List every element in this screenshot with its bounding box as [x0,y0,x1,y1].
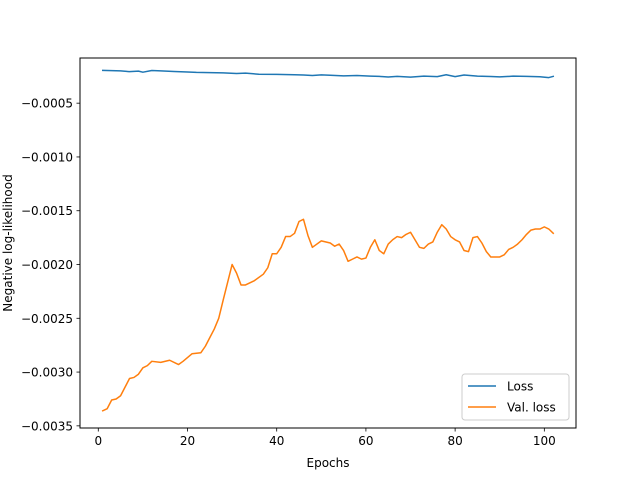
series-line-val-loss [101,218,555,412]
y-tick-label: −0.0020 [21,258,73,272]
plot-frame [79,57,577,429]
y-axis-label: Negative log-likelihood [1,174,15,311]
y-tick-label: −0.0005 [21,97,73,111]
x-tick-label: 20 [180,434,195,448]
y-tick-label: −0.0030 [21,366,73,380]
legend-label: Loss [507,380,533,394]
x-tick-label: 100 [533,434,556,448]
y-tick-label: −0.0025 [21,312,73,326]
x-tick-label: 80 [447,434,462,448]
legend-label: Val. loss [507,401,556,415]
series-line-loss [101,69,555,79]
y-tick-label: −0.0010 [21,150,73,164]
x-tick-label: 0 [94,434,102,448]
x-axis-label: Epochs [307,456,350,470]
y-tick-label: −0.0015 [21,204,73,218]
legend: Loss Val. loss [461,373,570,421]
x-tick-label: 40 [269,434,284,448]
y-tick-label: −0.0035 [21,419,73,433]
x-tick-label: 60 [358,434,373,448]
